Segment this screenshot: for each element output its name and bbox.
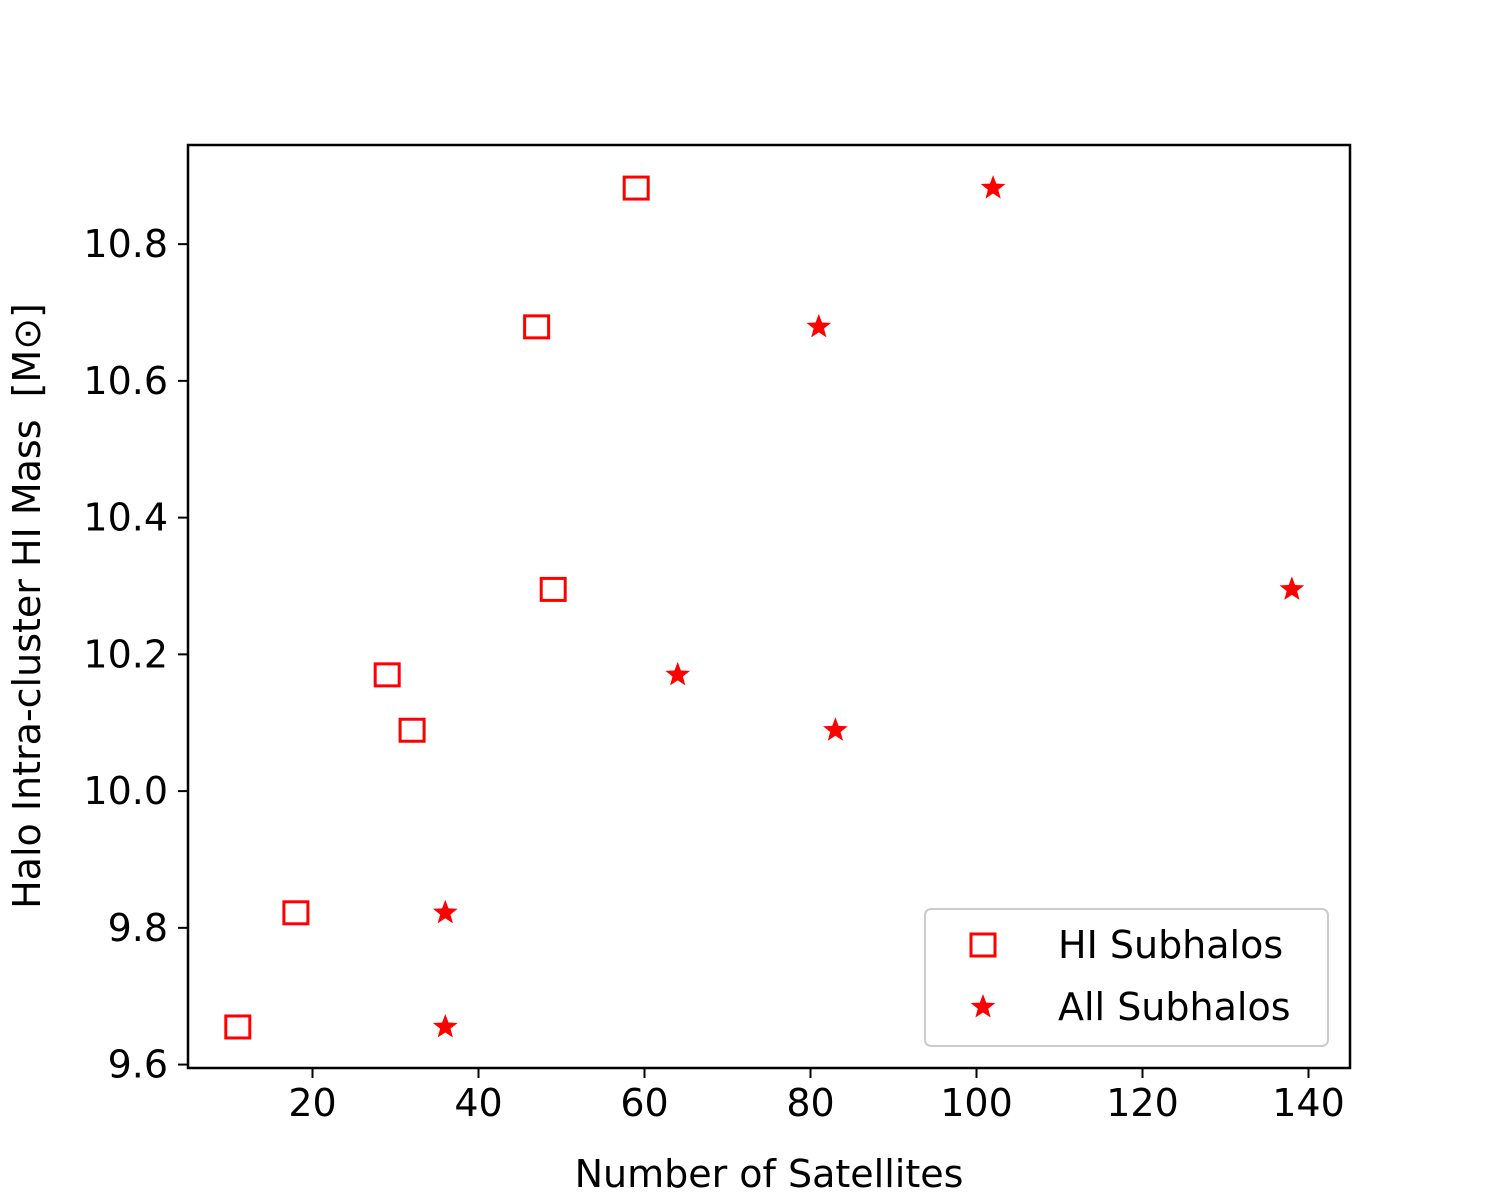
x-tick-label: 120: [1106, 1081, 1179, 1125]
square-point: [282, 900, 310, 926]
x-tick-label: 60: [620, 1081, 668, 1125]
y-tick-label: 10.4: [83, 496, 168, 540]
star-point: [665, 661, 691, 686]
y-tick-label: 10.0: [83, 769, 168, 813]
legend-square-marker: [969, 932, 997, 958]
y-axis-title: Halo Intra-cluster HI Mass [M⊙]: [5, 303, 49, 909]
y-tick-label: 10.2: [83, 632, 168, 676]
x-axis: 20 40 60 80 100 120 140: [288, 1068, 1345, 1125]
legend-label: HI Subhalos: [1058, 923, 1283, 967]
y-tick-label: 10.6: [83, 359, 168, 403]
y-axis-title-text: Halo Intra-cluster HI Mass: [5, 419, 49, 908]
y-tick-label: 10.8: [83, 222, 168, 266]
y-tick-label: 9.6: [108, 1043, 168, 1087]
x-tick-label: 20: [288, 1081, 336, 1125]
y-tick-label: 9.8: [108, 906, 168, 950]
square-point: [398, 717, 426, 743]
y-axis-title-unit: [M⊙]: [5, 303, 49, 397]
square-point: [539, 576, 567, 602]
star-point: [980, 175, 1006, 199]
star-point: [806, 313, 832, 338]
star-point: [1279, 576, 1305, 600]
y-axis: 9.6 9.8 10.0 10.2 10.4 10.6 10.8: [83, 222, 188, 1087]
star-point: [432, 899, 458, 924]
x-tick-label: 140: [1272, 1081, 1345, 1125]
series-hi-subhalos: [224, 175, 650, 1040]
x-axis-title: Number of Satellites: [575, 1152, 964, 1196]
series-all-subhalos: [432, 175, 1305, 1038]
x-tick-label: 100: [940, 1081, 1013, 1125]
data-points: [224, 175, 1305, 1040]
square-point: [622, 175, 650, 201]
star-point: [823, 717, 848, 741]
legend-box: [924, 908, 1329, 1047]
square-point: [224, 1014, 252, 1040]
square-point: [523, 314, 551, 340]
square-point: [373, 662, 401, 688]
legend-star-marker: [970, 994, 996, 1018]
x-tick-label: 40: [454, 1081, 502, 1125]
legend-entries: HI Subhalos All Subhalos: [969, 923, 1291, 1029]
x-tick-label: 80: [786, 1081, 834, 1125]
legend: HI Subhalos All Subhalos: [924, 908, 1329, 1047]
star-point: [432, 1013, 458, 1038]
legend-label: All Subhalos: [1058, 985, 1291, 1029]
